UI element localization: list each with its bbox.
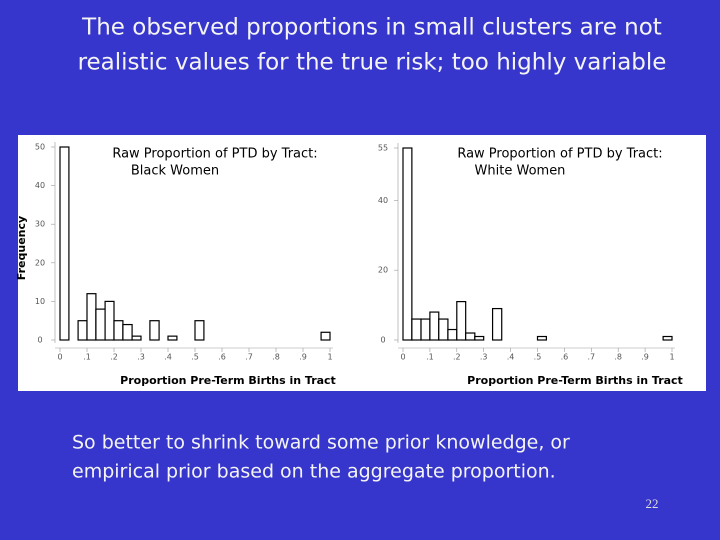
bar bbox=[491, 307, 503, 341]
x-tick-label: .4 bbox=[507, 353, 515, 362]
x-tick-label: .7 bbox=[245, 353, 253, 362]
x-tick-label: .6 bbox=[218, 353, 226, 362]
bar bbox=[59, 146, 70, 341]
x-tick-label: .3 bbox=[480, 353, 488, 362]
x-tick-label: .9 bbox=[299, 353, 307, 362]
bar bbox=[411, 318, 422, 341]
bar bbox=[465, 332, 476, 341]
bar bbox=[194, 320, 205, 341]
bar bbox=[429, 311, 440, 341]
bar bbox=[456, 301, 467, 341]
x-tick-label: .2 bbox=[453, 353, 461, 362]
x-tick-label: .2 bbox=[110, 353, 118, 362]
bar bbox=[113, 320, 124, 341]
y-axis-label: Frequency bbox=[15, 216, 28, 280]
bar bbox=[167, 335, 178, 341]
bar bbox=[402, 147, 413, 341]
chart-subtitle: White Women bbox=[475, 164, 566, 179]
bar bbox=[104, 300, 115, 341]
bar bbox=[420, 318, 431, 341]
bar bbox=[149, 320, 160, 341]
x-tick-label: .3 bbox=[137, 353, 145, 362]
slide-title: The observed proportions in small cluste… bbox=[81, 15, 662, 41]
x-tick-label: 1 bbox=[669, 353, 674, 362]
bar bbox=[474, 335, 485, 341]
y-tick-label: 40 bbox=[35, 181, 45, 190]
bar bbox=[131, 335, 142, 341]
x-axis-label: Proportion Pre-Term Births in Tract bbox=[467, 374, 683, 387]
bar bbox=[86, 293, 97, 341]
plot-panel bbox=[18, 135, 706, 391]
x-tick-label: .5 bbox=[191, 353, 199, 362]
chart-title: Raw Proportion of PTD by Tract: bbox=[457, 147, 662, 162]
bar bbox=[438, 318, 449, 341]
y-tick-label: 55 bbox=[378, 144, 388, 153]
x-tick-label: .6 bbox=[561, 353, 569, 362]
bar bbox=[95, 308, 106, 341]
x-tick-label: .9 bbox=[641, 353, 649, 362]
x-tick-label: .4 bbox=[164, 353, 172, 362]
chart-title: Raw Proportion of PTD by Tract: bbox=[112, 147, 317, 162]
bar bbox=[662, 335, 673, 341]
chart-subtitle: Black Women bbox=[131, 164, 219, 179]
bar bbox=[447, 328, 458, 341]
y-tick-label: 10 bbox=[35, 297, 45, 306]
slide-title: realistic values for the true risk; too … bbox=[78, 50, 667, 76]
x-tick-label: .7 bbox=[587, 353, 595, 362]
x-axis-label: Proportion Pre-Term Births in Tract bbox=[120, 374, 336, 387]
x-tick-label: .8 bbox=[614, 353, 622, 362]
x-tick-label: 0 bbox=[400, 353, 405, 362]
y-tick-label: 20 bbox=[35, 258, 45, 267]
y-tick-label: 20 bbox=[378, 266, 388, 275]
x-tick-label: .8 bbox=[272, 353, 280, 362]
y-tick-label: 0 bbox=[37, 336, 42, 345]
x-tick-label: .1 bbox=[426, 353, 434, 362]
page-number: 22 bbox=[646, 496, 659, 511]
y-tick-label: 50 bbox=[35, 143, 45, 152]
bar bbox=[122, 323, 133, 341]
body-text: empirical prior based on the aggregate p… bbox=[72, 461, 556, 483]
x-tick-label: 1 bbox=[327, 353, 332, 362]
y-tick-label: 30 bbox=[35, 220, 45, 229]
bar bbox=[320, 331, 331, 341]
y-tick-label: 40 bbox=[378, 196, 388, 205]
x-tick-label: .5 bbox=[534, 353, 542, 362]
x-tick-label: .1 bbox=[83, 353, 91, 362]
y-tick-label: 0 bbox=[380, 336, 385, 345]
bar bbox=[536, 335, 547, 341]
bar bbox=[77, 320, 88, 341]
body-text: So better to shrink toward some prior kn… bbox=[72, 432, 570, 454]
x-tick-label: 0 bbox=[57, 353, 62, 362]
